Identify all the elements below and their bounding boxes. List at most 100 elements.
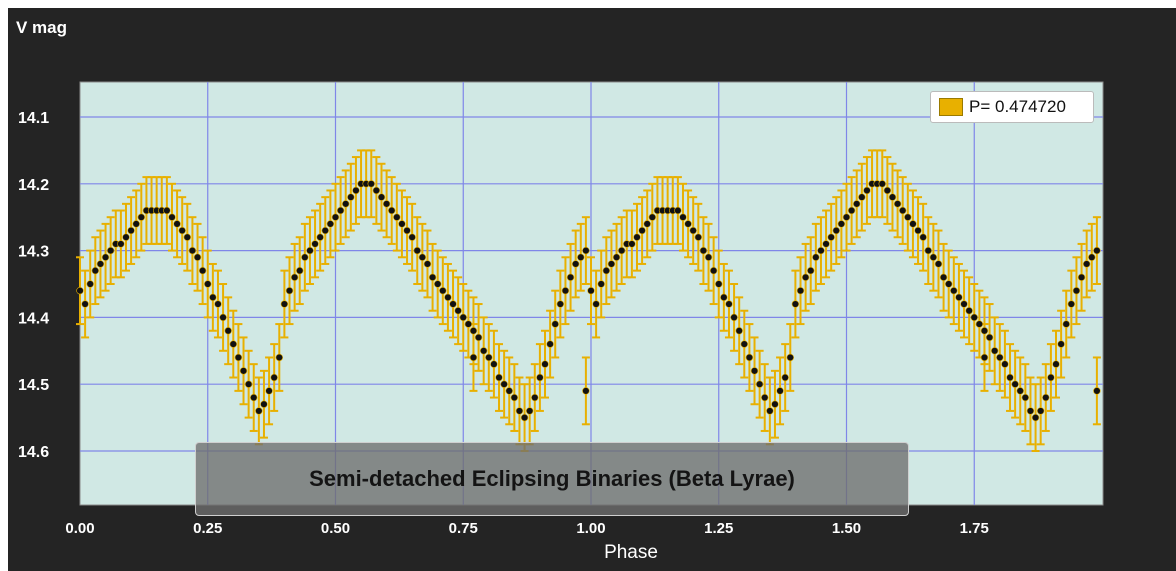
data-point bbox=[704, 253, 713, 261]
data-point bbox=[285, 286, 294, 295]
data-point bbox=[965, 307, 973, 315]
data-point bbox=[684, 220, 692, 228]
data-point bbox=[812, 253, 820, 261]
data-point bbox=[878, 180, 886, 188]
data-point bbox=[582, 246, 590, 255]
x-tick-label: 0.25 bbox=[193, 520, 222, 537]
y-tick-label: 14.5 bbox=[18, 377, 49, 394]
data-point bbox=[929, 253, 938, 261]
data-point bbox=[699, 246, 708, 255]
x-tick-label: 1.50 bbox=[832, 520, 861, 537]
data-point bbox=[617, 246, 626, 255]
data-point bbox=[571, 260, 580, 268]
x-axis-label: Phase bbox=[604, 542, 658, 563]
data-point bbox=[408, 233, 416, 241]
data-point bbox=[326, 220, 335, 228]
data-point bbox=[1093, 387, 1101, 395]
data-point bbox=[525, 407, 534, 415]
y-tick-label: 14.3 bbox=[18, 244, 49, 261]
data-point bbox=[950, 286, 958, 295]
data-point bbox=[347, 193, 355, 201]
data-point bbox=[188, 246, 197, 255]
data-point bbox=[592, 300, 600, 308]
data-point bbox=[500, 380, 508, 388]
data-point bbox=[219, 313, 227, 322]
data-point bbox=[428, 273, 437, 282]
data-point bbox=[321, 226, 329, 235]
data-point bbox=[755, 380, 764, 388]
data-point bbox=[101, 253, 110, 261]
y-tick-label: 14.6 bbox=[18, 444, 49, 461]
data-point bbox=[924, 246, 932, 255]
data-point bbox=[817, 246, 825, 255]
data-point bbox=[1077, 273, 1086, 282]
data-point bbox=[413, 246, 421, 255]
data-point bbox=[1031, 413, 1040, 422]
data-point bbox=[81, 300, 89, 308]
data-point bbox=[1021, 393, 1030, 402]
data-point bbox=[76, 286, 84, 295]
data-point bbox=[975, 320, 984, 328]
y-tick-label: 14.4 bbox=[18, 310, 49, 327]
data-point bbox=[709, 266, 718, 275]
data-point bbox=[388, 206, 396, 215]
data-point bbox=[214, 300, 222, 308]
data-point bbox=[255, 407, 263, 415]
data-point bbox=[781, 373, 789, 382]
data-point bbox=[244, 380, 253, 388]
data-point bbox=[1036, 407, 1045, 415]
data-point bbox=[934, 260, 943, 268]
data-point bbox=[495, 373, 503, 382]
data-point bbox=[1093, 246, 1101, 255]
data-point bbox=[730, 313, 738, 322]
data-point bbox=[239, 367, 248, 375]
data-point bbox=[960, 300, 968, 308]
data-point bbox=[587, 286, 595, 295]
data-point bbox=[643, 220, 651, 228]
data-point bbox=[173, 220, 181, 228]
data-point bbox=[1052, 360, 1060, 368]
data-point bbox=[725, 300, 733, 308]
data-point bbox=[168, 213, 176, 221]
data-point bbox=[290, 273, 299, 282]
x-tick-label: 1.75 bbox=[960, 520, 989, 537]
y-axis-label: V mag bbox=[16, 18, 68, 37]
data-point bbox=[479, 347, 488, 355]
data-point bbox=[720, 293, 728, 302]
x-tick-label: 0.75 bbox=[449, 520, 478, 537]
data-point bbox=[633, 233, 641, 241]
data-point bbox=[250, 393, 258, 402]
data-point bbox=[990, 347, 999, 355]
data-point bbox=[801, 273, 810, 282]
data-point bbox=[1067, 300, 1076, 308]
data-point bbox=[198, 266, 207, 275]
data-point bbox=[193, 253, 202, 261]
data-point bbox=[561, 286, 570, 295]
data-point bbox=[485, 353, 493, 362]
data-point bbox=[582, 387, 590, 395]
data-point bbox=[750, 367, 759, 375]
data-point bbox=[541, 360, 549, 368]
data-point bbox=[137, 213, 146, 221]
data-point bbox=[393, 213, 401, 221]
data-point bbox=[178, 226, 186, 235]
data-point bbox=[86, 280, 94, 288]
data-point bbox=[715, 280, 723, 288]
data-point bbox=[490, 360, 498, 368]
data-point bbox=[827, 233, 835, 241]
data-point bbox=[863, 186, 871, 195]
data-point bbox=[745, 353, 754, 362]
data-point bbox=[1016, 387, 1024, 395]
data-point bbox=[306, 246, 314, 255]
data-point bbox=[1047, 373, 1055, 382]
data-point bbox=[464, 320, 473, 328]
data-point bbox=[832, 226, 840, 235]
data-point bbox=[919, 233, 927, 241]
data-point bbox=[842, 213, 851, 221]
data-point bbox=[577, 253, 585, 261]
data-point bbox=[786, 353, 794, 362]
data-point bbox=[91, 266, 100, 275]
data-point bbox=[398, 220, 406, 228]
y-tick-label: 14.1 bbox=[18, 110, 49, 127]
data-point bbox=[469, 353, 478, 362]
